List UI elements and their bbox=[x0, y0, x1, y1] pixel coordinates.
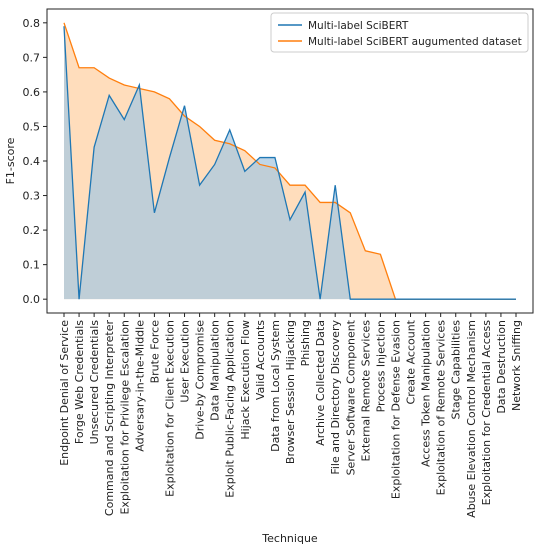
x-tick-label: Exploitation for Privilege Escalation bbox=[118, 320, 131, 515]
x-tick-label: Exploitation of Remote Services bbox=[435, 320, 448, 496]
x-tick-label: Forge Web Credentials bbox=[73, 320, 86, 444]
x-tick-label: Data from Local System bbox=[269, 320, 282, 452]
x-tick-label: Browser Session Hijacking bbox=[284, 320, 297, 464]
x-tick-label: Adversary-in-the-Middle bbox=[133, 320, 146, 452]
x-tick-label: Create Account bbox=[405, 319, 418, 404]
y-axis-label: F1-score bbox=[4, 137, 17, 184]
x-tick-label: Data Destruction bbox=[495, 320, 508, 414]
x-tick-label: External Remote Services bbox=[359, 320, 372, 462]
y-tick-label: 0.8 bbox=[23, 17, 41, 30]
legend: Multi-label SciBERT Multi-label SciBERT … bbox=[270, 12, 529, 53]
x-tick-label: Unsecured Credentials bbox=[88, 320, 101, 445]
area-scibert bbox=[64, 26, 516, 300]
x-tick-label: Stage Capabilities bbox=[450, 320, 463, 420]
x-tick-label: Abuse Elevation Control Mechanism bbox=[465, 320, 478, 518]
x-tick-label: Process Injection bbox=[374, 320, 387, 412]
y-tick-label: 0.1 bbox=[23, 259, 41, 272]
y-tick-label: 0.0 bbox=[23, 293, 41, 306]
x-tick-label: Exploit Public-Facing Application bbox=[224, 320, 237, 498]
x-tick-label: User Execution bbox=[179, 320, 192, 403]
x-tick-label: Hijack Execution Flow bbox=[239, 320, 252, 440]
legend-box bbox=[270, 12, 529, 53]
series-lines bbox=[63, 22, 516, 300]
x-tick-label: Server Software Component bbox=[344, 319, 357, 475]
x-tick-label: Drive-by Compromise bbox=[194, 320, 207, 440]
y-tick-label: 0.7 bbox=[23, 51, 41, 64]
y-axis: 0.0 0.1 0.2 0.3 0.4 0.5 0.6 0.7 0.8 bbox=[23, 17, 47, 306]
x-tick-label: Data Manipulation bbox=[209, 320, 222, 421]
line-scibert bbox=[63, 26, 516, 300]
x-tick-label: File and Directory Discovery bbox=[329, 320, 342, 475]
x-tick-label: Endpoint Denial of Service bbox=[58, 320, 71, 466]
x-tick-label: Archive Collected Data bbox=[314, 320, 327, 446]
legend-entry-scibert-augmented: Multi-label SciBERT augumented dataset bbox=[308, 36, 522, 48]
x-axis-label: Technique bbox=[261, 532, 318, 545]
y-tick-label: 0.6 bbox=[23, 86, 41, 99]
x-axis: Endpoint Denial of Service Forge Web Cred… bbox=[58, 313, 523, 518]
x-tick-label: Exploitation for Defense Evasion bbox=[389, 320, 402, 499]
x-tick-label: Access Token Manipulation bbox=[420, 320, 433, 467]
x-tick-label: Brute Force bbox=[148, 320, 161, 384]
series-areas bbox=[64, 22, 516, 300]
y-tick-label: 0.4 bbox=[23, 155, 41, 168]
y-tick-label: 0.5 bbox=[23, 120, 41, 133]
y-tick-label: 0.3 bbox=[23, 190, 41, 203]
x-tick-label: Network Sniffing bbox=[510, 320, 523, 411]
x-tick-label: Command and Scripting Interpreter bbox=[103, 320, 116, 517]
x-tick-label: Exploitation for Credential Access bbox=[480, 320, 493, 506]
y-tick-label: 0.2 bbox=[23, 224, 41, 237]
x-tick-label: Phishing bbox=[299, 320, 312, 366]
x-tick-label: Valid Accounts bbox=[254, 320, 267, 400]
x-tick-label: Exploitation for Client Execution bbox=[163, 320, 176, 497]
legend-entry-scibert: Multi-label SciBERT bbox=[308, 20, 409, 32]
